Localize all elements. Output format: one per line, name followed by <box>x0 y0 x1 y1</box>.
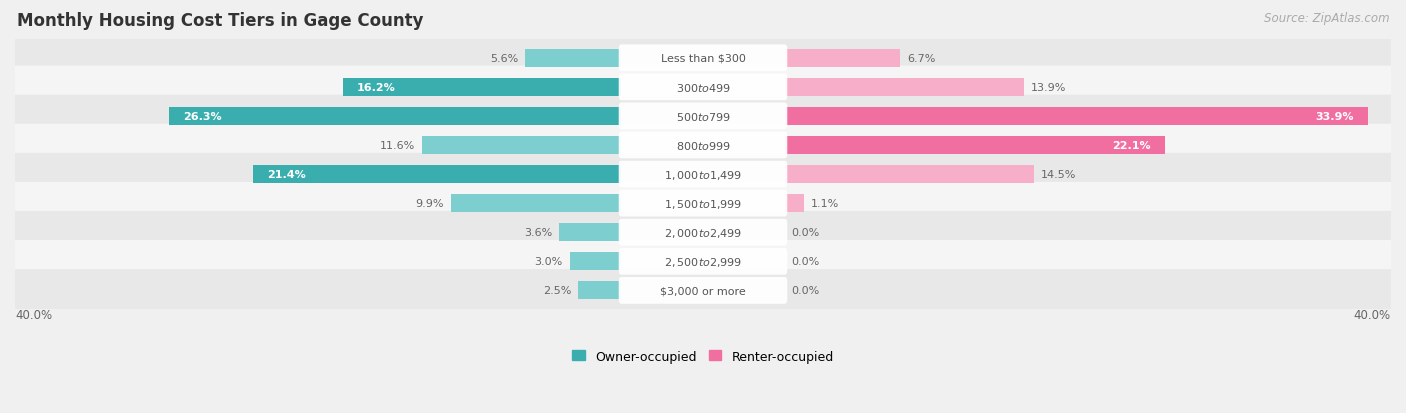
Text: 3.0%: 3.0% <box>534 256 562 267</box>
Text: 33.9%: 33.9% <box>1316 112 1354 121</box>
Text: 5.6%: 5.6% <box>489 54 517 64</box>
Text: $300 to $499: $300 to $499 <box>675 82 731 94</box>
FancyBboxPatch shape <box>619 45 787 72</box>
FancyBboxPatch shape <box>619 190 787 217</box>
Text: $2,500 to $2,999: $2,500 to $2,999 <box>664 255 742 268</box>
Bar <box>785 137 1164 154</box>
Text: $500 to $799: $500 to $799 <box>675 111 731 123</box>
Text: 14.5%: 14.5% <box>1040 170 1077 180</box>
Text: 40.0%: 40.0% <box>1354 309 1391 322</box>
Text: $800 to $999: $800 to $999 <box>675 140 731 152</box>
FancyBboxPatch shape <box>10 66 1396 109</box>
FancyBboxPatch shape <box>10 124 1396 167</box>
Bar <box>343 78 621 97</box>
Bar <box>422 137 621 154</box>
FancyBboxPatch shape <box>619 161 787 188</box>
Text: $2,000 to $2,499: $2,000 to $2,499 <box>664 226 742 239</box>
FancyBboxPatch shape <box>619 277 787 304</box>
Text: 2.5%: 2.5% <box>543 286 571 296</box>
Bar <box>569 253 621 271</box>
FancyBboxPatch shape <box>619 74 787 101</box>
FancyBboxPatch shape <box>10 38 1396 80</box>
Text: 11.6%: 11.6% <box>380 141 415 151</box>
FancyBboxPatch shape <box>619 103 787 130</box>
FancyBboxPatch shape <box>10 240 1396 283</box>
Text: $1,500 to $1,999: $1,500 to $1,999 <box>664 197 742 210</box>
Text: 0.0%: 0.0% <box>792 286 820 296</box>
Text: Less than $300: Less than $300 <box>661 54 745 64</box>
Text: 16.2%: 16.2% <box>356 83 395 93</box>
Legend: Owner-occupied, Renter-occupied: Owner-occupied, Renter-occupied <box>572 350 834 363</box>
Bar <box>253 166 621 184</box>
FancyBboxPatch shape <box>10 270 1396 312</box>
Text: 21.4%: 21.4% <box>267 170 305 180</box>
Text: 1.1%: 1.1% <box>810 199 839 209</box>
FancyBboxPatch shape <box>10 154 1396 196</box>
Bar <box>785 195 804 213</box>
Bar <box>169 108 621 126</box>
Bar <box>785 78 1024 97</box>
Text: Source: ZipAtlas.com: Source: ZipAtlas.com <box>1264 12 1389 25</box>
Bar <box>524 50 621 68</box>
Text: $3,000 or more: $3,000 or more <box>661 286 745 296</box>
Text: 22.1%: 22.1% <box>1112 141 1152 151</box>
Text: 0.0%: 0.0% <box>792 256 820 267</box>
Bar <box>785 50 900 68</box>
Bar <box>578 282 621 300</box>
Text: Monthly Housing Cost Tiers in Gage County: Monthly Housing Cost Tiers in Gage Count… <box>17 12 423 30</box>
Text: 3.6%: 3.6% <box>524 228 553 237</box>
FancyBboxPatch shape <box>10 95 1396 138</box>
FancyBboxPatch shape <box>619 219 787 246</box>
FancyBboxPatch shape <box>10 183 1396 225</box>
FancyBboxPatch shape <box>10 211 1396 254</box>
Text: 26.3%: 26.3% <box>183 112 221 121</box>
Bar <box>785 166 1033 184</box>
FancyBboxPatch shape <box>619 132 787 159</box>
Text: 9.9%: 9.9% <box>416 199 444 209</box>
FancyBboxPatch shape <box>619 248 787 275</box>
Text: 40.0%: 40.0% <box>15 309 52 322</box>
Bar <box>785 108 1368 126</box>
Text: 13.9%: 13.9% <box>1031 83 1066 93</box>
Bar <box>560 224 621 242</box>
Bar <box>451 195 621 213</box>
Text: 0.0%: 0.0% <box>792 228 820 237</box>
Text: 6.7%: 6.7% <box>907 54 935 64</box>
Text: $1,000 to $1,499: $1,000 to $1,499 <box>664 168 742 181</box>
